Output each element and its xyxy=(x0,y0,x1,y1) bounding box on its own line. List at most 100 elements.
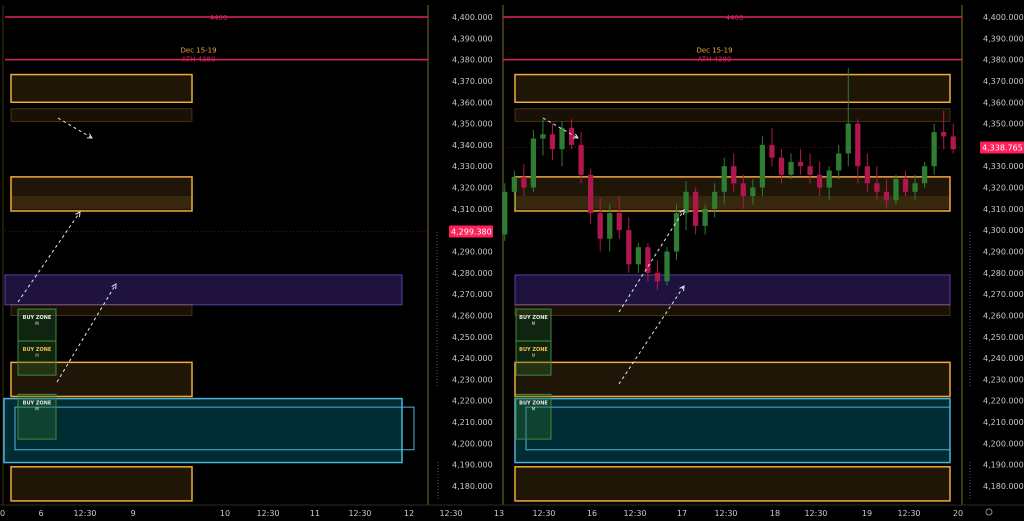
candle-body xyxy=(607,213,613,239)
left-buy-zone-box xyxy=(17,340,57,376)
left-zone-blue xyxy=(3,397,403,464)
candle-body xyxy=(568,127,575,145)
right-y-tick-label: 4,280.000 xyxy=(983,269,1024,278)
left-y-tick-label: 4,200.000 xyxy=(452,439,493,448)
candle-body xyxy=(540,134,546,139)
candle-body xyxy=(788,161,794,175)
left-y-tick-label: 4,280.000 xyxy=(452,269,493,278)
candle-body xyxy=(530,138,537,188)
left-buy-zone-sub: M xyxy=(35,321,39,326)
right-zone-inner-band xyxy=(515,196,950,209)
right-buy-zone-sub: M xyxy=(532,353,536,358)
left-x-tick-label: 6 xyxy=(38,509,43,518)
right-x-tick-label: 12:30 xyxy=(714,509,737,518)
right-zone-orange xyxy=(514,466,951,502)
left-current-price-badge xyxy=(449,225,493,238)
right-y-tick-label: 4,180.000 xyxy=(983,482,1024,491)
right-buy-zone-box xyxy=(515,308,552,342)
right-y-tick-label: 4,330.000 xyxy=(983,162,1024,171)
left-zone-orange xyxy=(10,466,193,502)
left-zone-orange-faint xyxy=(10,304,193,316)
right-buy-zone-box xyxy=(515,340,552,376)
left-buy-zone-label: BUY ZONE xyxy=(23,400,52,406)
left-arrow-up-2-head xyxy=(111,283,117,290)
right-ath-label: ATH 4380 xyxy=(698,56,732,64)
right-y-tick-label: 4,350.000 xyxy=(983,120,1024,129)
right-y-tick-label: 4,370.000 xyxy=(983,77,1024,86)
candle-body xyxy=(721,166,727,192)
right-y-tick-label: 4,310.000 xyxy=(983,205,1024,214)
left-dec-range-label: Dec 15-19 xyxy=(180,47,216,55)
right-y-tick-label: 4,190.000 xyxy=(983,461,1024,470)
candle-body xyxy=(664,251,670,282)
left-level-4400-label: 4400 xyxy=(210,14,228,22)
left-y-tick-label: 4,230.000 xyxy=(452,375,493,384)
left-buy-zone-label: BUY ZONE xyxy=(23,315,52,321)
right-buy-zone-sub: M xyxy=(532,406,536,411)
candle-body xyxy=(578,144,584,175)
left-buy-zone-sub: M xyxy=(35,406,39,411)
right-y-tick-label: 4,300.000 xyxy=(983,226,1024,235)
candle-body xyxy=(740,183,746,197)
left-x-tick-label: 12:30 xyxy=(256,509,279,518)
candle-body xyxy=(855,123,861,167)
right-buy-zone-label: BUY ZONE xyxy=(519,400,548,406)
left-zone-blue-inner xyxy=(14,406,415,451)
left-y-tick-label: 4,310.000 xyxy=(452,205,493,214)
right-zone-orange xyxy=(514,73,951,104)
candle-body xyxy=(883,191,890,201)
left-y-tick-label: 4,210.000 xyxy=(452,418,493,427)
right-x-tick-label: 12:30 xyxy=(532,509,555,518)
right-x-tick-label: 16 xyxy=(587,509,597,518)
candle-body xyxy=(654,272,661,282)
candle-body xyxy=(769,144,775,158)
left-zone-orange xyxy=(10,361,193,398)
candle-body xyxy=(502,191,508,235)
candle-body xyxy=(941,132,947,137)
settings-icon[interactable] xyxy=(985,508,993,516)
left-arrow-up-1-head xyxy=(75,211,81,218)
candle-body xyxy=(931,132,937,167)
left-x-tick-label: 9 xyxy=(130,509,135,518)
left-y-tick-label: 4,180.000 xyxy=(452,482,493,491)
right-x-tick-label: 12:30 xyxy=(623,509,646,518)
left-arrow-down-head xyxy=(86,133,93,139)
left-x-tick-label: 12:30 xyxy=(348,509,371,518)
right-y-tick-label: 4,200.000 xyxy=(983,439,1024,448)
candle-body xyxy=(673,213,680,252)
right-arrow-down-head xyxy=(572,133,579,139)
candle-body xyxy=(645,247,651,273)
candle-body xyxy=(597,213,603,239)
left-buy-zone-sub: M xyxy=(35,353,39,358)
right-y-tick-label: 4,320.000 xyxy=(983,184,1024,193)
left-y-tick-label: 4,320.000 xyxy=(452,184,493,193)
left-y-tick-label: 4,340.000 xyxy=(452,141,493,150)
candle-body xyxy=(626,230,632,265)
candle-body xyxy=(797,161,804,167)
right-arrow-up-2 xyxy=(618,285,685,385)
candle-body xyxy=(683,191,689,214)
left-zone-orange xyxy=(10,73,193,104)
candle-body xyxy=(864,166,870,184)
right-x-tick-label: 17 xyxy=(677,509,687,518)
candle-body xyxy=(912,183,918,192)
right-buy-zone-sub: M xyxy=(532,321,536,326)
left-y-tick-label: 4,370.000 xyxy=(452,77,493,86)
left-ath-label: ATH 4380 xyxy=(182,56,216,64)
right-y-tick-label: 4,380.000 xyxy=(983,56,1024,65)
right-y-tick-label: 4,290.000 xyxy=(983,248,1024,257)
right-y-tick-label: 4,210.000 xyxy=(983,418,1024,427)
left-y-tick-label: 4,360.000 xyxy=(452,98,493,107)
candle-body xyxy=(893,179,899,201)
candle-body xyxy=(521,176,527,188)
candle-body xyxy=(616,213,622,231)
left-y-tick-label: 4,290.000 xyxy=(452,248,493,257)
right-arrow-up-1 xyxy=(618,209,685,313)
left-x-tick-label: 12:30 xyxy=(439,509,462,518)
left-x-tick-label: 11 xyxy=(310,509,320,518)
right-dec-range-label: Dec 15-19 xyxy=(696,47,732,55)
right-y-tick-label: 4,220.000 xyxy=(983,397,1024,406)
